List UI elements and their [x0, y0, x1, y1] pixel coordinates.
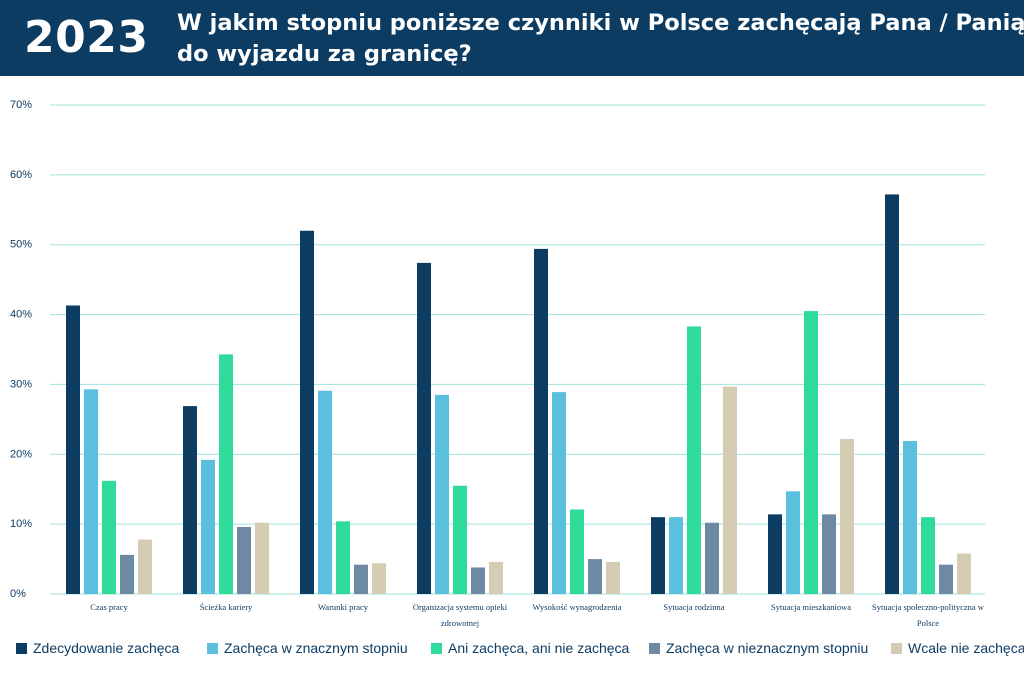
y-tick-label: 0%	[10, 588, 26, 600]
legend-label: Zachęca w nieznacznym stopniu	[666, 640, 869, 656]
bar	[201, 459, 215, 594]
bar	[183, 406, 197, 594]
x-tick-label: Warunki pracy	[318, 602, 369, 612]
legend-item: Ani zachęca, ani nie zachęca	[431, 635, 629, 661]
chart-title-line-2: do wyjazdu za granicę?	[177, 41, 472, 67]
bar	[957, 553, 971, 594]
legend-swatch	[649, 642, 660, 654]
legend-item: Wcale nie zachęca	[891, 635, 1024, 661]
bar	[120, 554, 134, 594]
legend-label: Wcale nie zachęca	[908, 640, 1024, 656]
bar	[102, 480, 116, 594]
legend-swatch	[891, 642, 902, 654]
bar	[84, 389, 98, 594]
legend-label: Ani zachęca, ani nie zachęca	[448, 640, 630, 656]
chart-legend: Zdecydowanie zachęca Zachęca w znacznym s…	[0, 635, 1024, 661]
x-tick-label: Ścieżka kariery	[200, 602, 253, 612]
legend-label: Zdecydowanie zachęca	[33, 640, 180, 656]
header-banner: 2023 W jakim stopniu poniższe czynniki w…	[0, 0, 1024, 76]
bar	[669, 517, 683, 594]
x-tick-label: Sytuacja mieszkaniowa	[771, 602, 851, 612]
legend-swatch	[16, 642, 27, 654]
bar	[840, 438, 854, 594]
x-tick-label: Organizacja systemu opieki	[413, 602, 508, 612]
bar	[939, 564, 953, 594]
bar	[336, 521, 350, 594]
legend-item: Zachęca w znacznym stopniu	[207, 635, 408, 661]
y-tick-label: 10%	[10, 518, 32, 530]
bar	[786, 491, 800, 594]
x-tick-label: Wysokość wynagrodzenia	[533, 602, 622, 612]
bar	[687, 326, 701, 594]
bar	[138, 539, 152, 594]
legend-swatch	[431, 642, 442, 654]
x-tick-label: Sytuacja rodzinna	[663, 602, 724, 612]
y-tick-label: 20%	[10, 448, 32, 460]
bar	[903, 441, 917, 594]
y-tick-label: 40%	[10, 309, 32, 321]
x-tick-label: Czas pracy	[90, 602, 128, 612]
y-tick-label: 50%	[10, 239, 32, 251]
legend-swatch	[207, 642, 218, 654]
bar	[768, 514, 782, 594]
bar	[372, 563, 386, 594]
bar	[435, 394, 449, 594]
bar	[921, 517, 935, 594]
bar	[552, 392, 566, 594]
bar	[318, 390, 332, 594]
year-label: 2023	[24, 12, 149, 63]
bar	[300, 230, 314, 594]
bar	[471, 567, 485, 594]
legend-label: Zachęca w znacznym stopniu	[224, 640, 408, 656]
bar	[534, 248, 548, 595]
bar	[66, 305, 80, 594]
bar	[723, 386, 737, 594]
x-tick-label: Sytuacja społeczno-polityczna w	[872, 602, 985, 612]
bar	[822, 514, 836, 594]
x-tick-label: Polsce	[917, 618, 939, 628]
bar	[255, 522, 269, 594]
bar	[804, 311, 818, 594]
legend-item: Zdecydowanie zachęca	[16, 635, 179, 661]
y-tick-label: 70%	[10, 99, 32, 111]
bar	[885, 194, 899, 594]
chart-title: W jakim stopniu poniższe czynniki w Pols…	[177, 8, 1024, 70]
bar	[489, 561, 503, 594]
bar	[354, 564, 368, 594]
bar	[417, 262, 431, 594]
bar-chart: 0% 10% 20% 30% 40% 50% 60% 70% Czas pracy Ścieżka…	[10, 99, 985, 628]
y-tick-label: 60%	[10, 169, 32, 181]
bar	[237, 526, 251, 594]
chart-title-line-1: W jakim stopniu poniższe czynniki w Pols…	[177, 10, 1024, 36]
bar	[705, 522, 719, 594]
bar	[651, 517, 665, 594]
bar	[219, 354, 233, 594]
bar	[453, 485, 467, 594]
x-tick-label: zdrowotnej	[441, 618, 479, 628]
legend-item: Zachęca w nieznacznym stopniu	[649, 635, 868, 661]
bar	[570, 509, 584, 594]
bar	[606, 561, 620, 594]
bar	[588, 559, 602, 594]
y-tick-label: 30%	[10, 378, 32, 390]
